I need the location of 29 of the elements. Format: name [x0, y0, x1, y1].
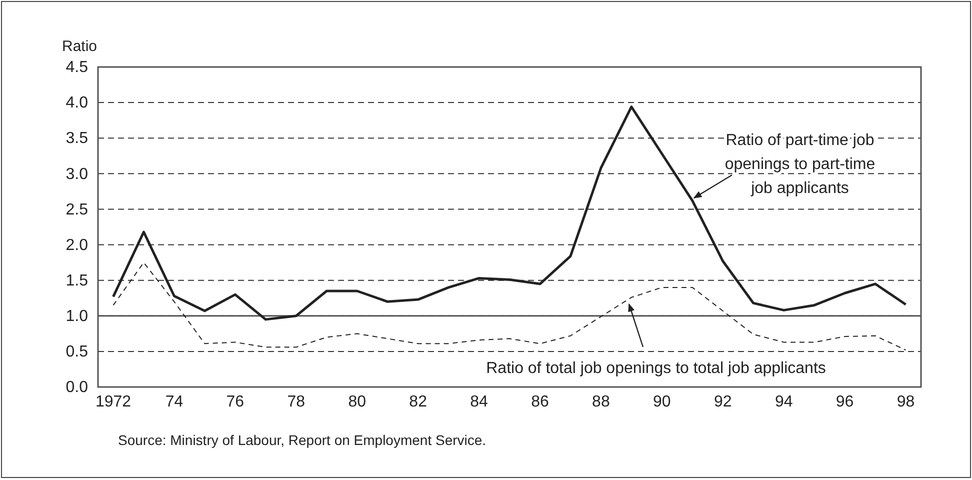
x-tick-label: 76 [226, 393, 244, 410]
y-tick-label: 3.5 [66, 130, 88, 148]
x-tick-label: 1972 [95, 393, 132, 410]
line-series [112, 262, 906, 351]
x-tick-label: 86 [531, 393, 549, 410]
x-tick-label: 82 [409, 393, 428, 410]
x-tick-label: 98 [896, 393, 915, 410]
x-tick-label: 84 [470, 393, 488, 410]
x-tick-label: 80 [348, 393, 366, 410]
y-tick-label: 4.5 [66, 59, 88, 76]
x-tick-label: 94 [774, 393, 793, 410]
x-tick-label: 92 [714, 393, 732, 410]
y-tick-label: 1.0 [66, 308, 88, 326]
x-tick-label: 90 [653, 393, 671, 410]
y-tick-label: 0.0 [66, 379, 88, 396]
y-axis-title: Ratio [62, 38, 98, 55]
y-tick-label: 2.0 [66, 236, 88, 254]
line-series [112, 106, 908, 321]
x-tick-label: 96 [836, 393, 854, 410]
source-note: Source: Ministry of Labour, Report on Employment Service. [118, 432, 486, 448]
y-tick-label: 2.5 [66, 201, 88, 218]
x-tick-label: 88 [592, 393, 610, 410]
y-tick-label: 1.5 [66, 272, 88, 290]
x-tick-label: 74 [165, 393, 184, 410]
x-tick-label: 78 [287, 393, 306, 410]
series-label: Ratio of total job openings to total job applicants [486, 360, 826, 377]
y-tick-label: 3.0 [66, 166, 88, 183]
y-tick-label: 0.5 [66, 344, 88, 361]
y-tick-label: 4.0 [66, 94, 88, 112]
